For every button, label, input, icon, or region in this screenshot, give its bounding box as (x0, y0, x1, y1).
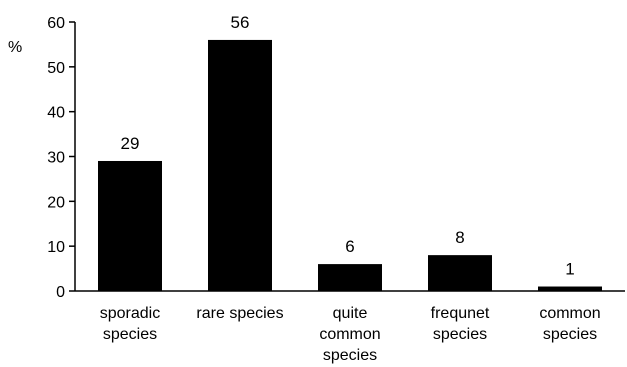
bar (428, 255, 492, 291)
data-label: 8 (455, 228, 464, 247)
y-tick-label: 50 (47, 60, 65, 77)
y-tick-label: 40 (47, 105, 65, 122)
y-axis-label: % (8, 39, 22, 56)
category-labels: sporadic species rare species quite common sp… (100, 305, 601, 364)
y-tick-label: 0 (56, 284, 65, 301)
bar (98, 160, 162, 291)
data-label: 6 (345, 237, 354, 256)
x-tick-label: quite common species (319, 305, 380, 364)
x-tick-label: rare species (196, 305, 283, 322)
data-label: 29 (121, 134, 140, 153)
data-label: 56 (231, 13, 250, 32)
data-labels: 29 56 6 8 1 (121, 13, 575, 279)
bars (98, 39, 602, 291)
y-tick-label: 20 (47, 194, 65, 211)
x-tick-label: common species (539, 305, 600, 343)
data-label: 1 (565, 260, 574, 279)
x-tick-label: sporadic species (100, 305, 160, 343)
bar (208, 39, 272, 291)
y-tick-label: 60 (47, 15, 65, 32)
y-tick-label: 30 (47, 150, 65, 167)
bar (538, 286, 602, 291)
y-ticks: 0 10 20 30 40 50 60 (47, 15, 75, 301)
bar (318, 264, 382, 291)
x-tick-label: frequnet species (431, 305, 490, 343)
y-tick-label: 10 (47, 239, 65, 256)
